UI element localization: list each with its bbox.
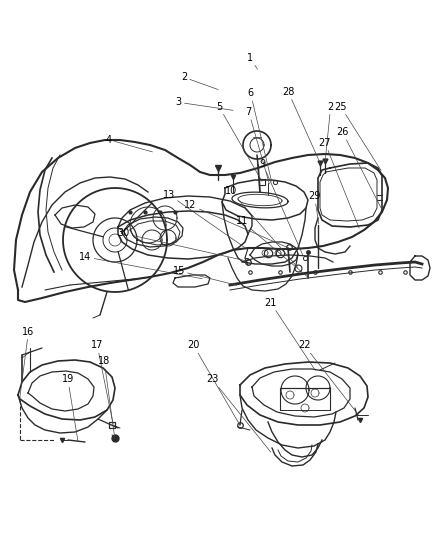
Text: 28: 28 [282,87,321,164]
Text: 4: 4 [106,135,152,152]
Text: 26: 26 [336,127,381,208]
Text: 17: 17 [91,341,113,424]
Text: 25: 25 [335,102,381,171]
Text: 11: 11 [236,216,308,277]
Text: 29: 29 [308,191,321,224]
Text: 10: 10 [225,186,298,268]
Text: 9: 9 [260,159,303,256]
Text: 2: 2 [325,102,334,163]
Text: 14: 14 [79,252,202,279]
Text: 20: 20 [187,341,240,425]
Text: 19: 19 [62,375,78,441]
Text: 18: 18 [98,357,115,438]
Text: 22: 22 [298,341,358,415]
Text: 3: 3 [176,98,233,110]
Text: 1: 1 [247,53,258,69]
Text: 13: 13 [162,190,245,248]
Text: 12: 12 [184,200,288,248]
Text: 23: 23 [206,375,271,452]
Text: 7: 7 [246,107,269,184]
Text: 5: 5 [216,102,262,181]
Text: 30: 30 [117,229,247,261]
Text: 27: 27 [319,138,359,228]
Text: 15: 15 [173,266,237,285]
Text: 16: 16 [20,327,35,399]
Text: 21: 21 [265,298,315,370]
Text: 6: 6 [247,88,272,181]
Text: 2: 2 [181,72,218,90]
